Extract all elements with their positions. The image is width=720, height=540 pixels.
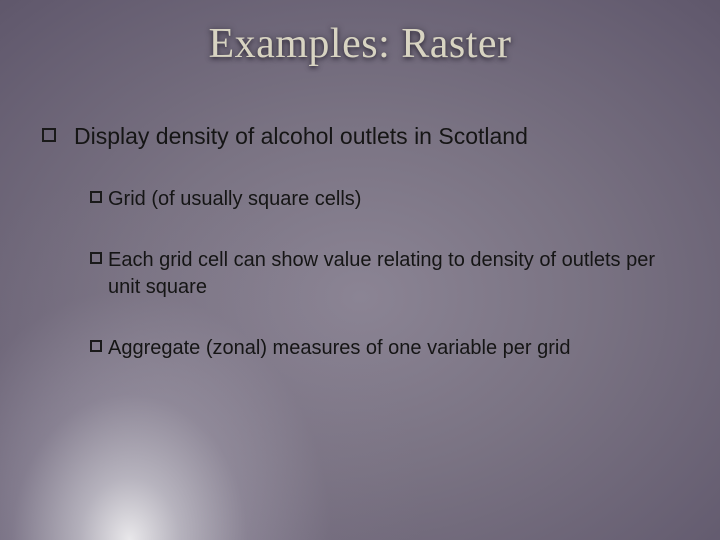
slide: Examples: Raster Display density of alco… [0,0,720,540]
square-bullet-icon [90,252,102,264]
bullet-lvl2: Aggregate (zonal) measures of one variab… [90,335,678,362]
slide-title: Examples: Raster [0,20,720,68]
square-bullet-icon [90,191,102,203]
square-bullet-icon [42,128,56,142]
bullet-lvl2-text: Grid (of usually square cells) [108,186,361,213]
bullet-lvl1: Display density of alcohol outlets in Sc… [42,122,678,152]
bullet-lvl2: Each grid cell can show value relating t… [90,247,678,301]
bullet-lvl2-text: Each grid cell can show value relating t… [108,247,678,301]
slide-content: Display density of alcohol outlets in Sc… [42,122,678,396]
square-bullet-icon [90,340,102,352]
sub-bullets: Grid (of usually square cells) Each grid… [90,186,678,362]
bullet-lvl1-text: Display density of alcohol outlets in Sc… [74,122,528,152]
bullet-lvl2: Grid (of usually square cells) [90,186,678,213]
bullet-lvl2-text: Aggregate (zonal) measures of one variab… [108,335,570,362]
